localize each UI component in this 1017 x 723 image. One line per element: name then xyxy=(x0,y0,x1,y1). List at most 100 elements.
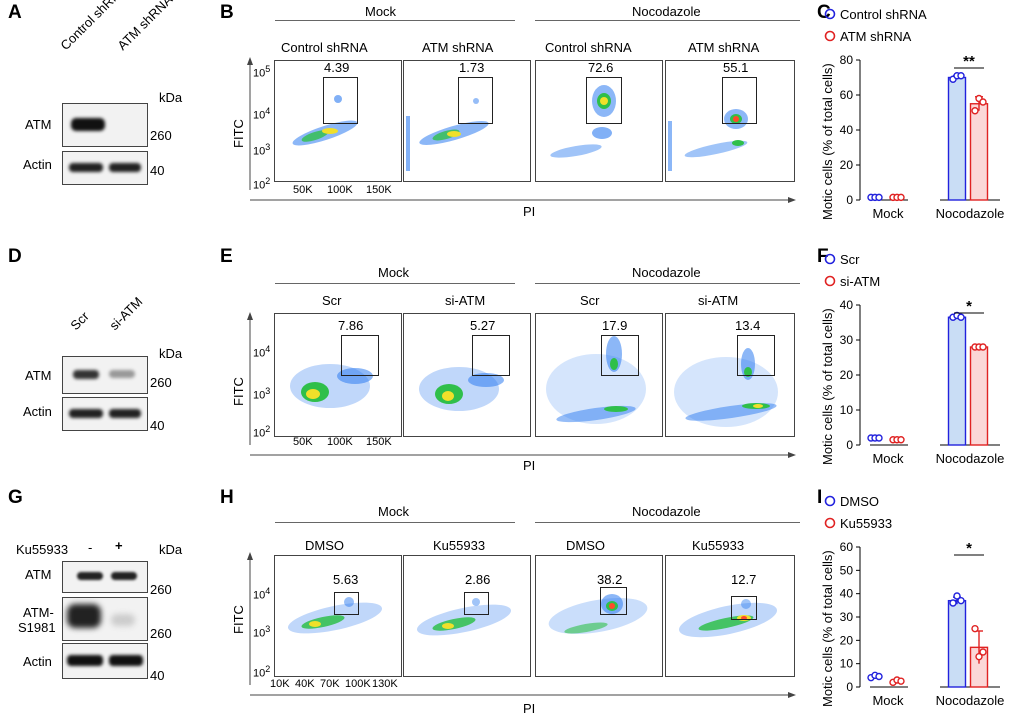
gate-box xyxy=(601,335,639,376)
bar xyxy=(947,76,967,201)
marker-label: 40 xyxy=(150,163,165,178)
x-tick: 100K xyxy=(327,436,353,448)
legend-label: Control shRNA xyxy=(840,7,927,22)
x-category-label: Mock xyxy=(872,693,904,708)
cell-population xyxy=(546,336,646,424)
x-tick: 50K xyxy=(293,436,313,448)
y-axis-label: Motic cells (% of total cells) xyxy=(820,63,835,220)
y-tick-label: 20 xyxy=(840,368,854,382)
protein-label: Actin xyxy=(23,404,52,419)
legend-label: Ku55933 xyxy=(840,516,892,531)
plot-title: si-ATM xyxy=(445,293,486,308)
y-tick: 104 xyxy=(253,586,271,602)
x-tick: 150K xyxy=(366,184,392,196)
marker-label: 260 xyxy=(150,375,172,390)
y-axis-label: Motic cells (% of total cells) xyxy=(820,550,835,707)
x-category-label: Mock xyxy=(872,451,904,466)
blot-band-phospho-atm xyxy=(62,597,148,641)
plot-title: Scr xyxy=(322,293,342,308)
gate-box xyxy=(464,592,489,615)
kda-label: kDa xyxy=(159,542,183,557)
cell-population xyxy=(292,95,358,146)
facs-plot xyxy=(274,60,402,182)
x-tick: 100K xyxy=(345,678,371,690)
data-point xyxy=(971,624,979,633)
cell-population xyxy=(416,598,512,636)
bar xyxy=(969,103,989,201)
marker-label: 260 xyxy=(150,626,172,641)
data-point xyxy=(875,672,883,681)
facs-plot xyxy=(403,313,531,437)
y-tick: 103 xyxy=(253,624,271,640)
data-point xyxy=(957,72,965,80)
facs-axes xyxy=(247,57,796,203)
y-tick-label: 0 xyxy=(846,193,853,207)
gate-box xyxy=(731,596,757,620)
y-tick: 103 xyxy=(253,386,271,402)
legend-label: ATM shRNA xyxy=(840,29,912,44)
blot-band-atm xyxy=(62,103,148,147)
significance-label: * xyxy=(966,540,972,557)
lane-label: si-ATM xyxy=(106,293,146,333)
group-label: Mock xyxy=(378,504,410,519)
facs-axes xyxy=(247,552,796,698)
marker-label: 260 xyxy=(150,128,172,143)
legend-label: Scr xyxy=(840,252,860,267)
data-point xyxy=(979,648,987,656)
plus-sign: + xyxy=(115,538,123,553)
bar xyxy=(969,346,989,446)
facs-plot xyxy=(403,60,531,182)
y-tick: 103 xyxy=(253,142,271,158)
legend-marker xyxy=(824,517,836,529)
x-tick: 100K xyxy=(327,184,353,196)
cell-population xyxy=(679,599,777,638)
plot-title: ATM shRNA xyxy=(422,40,494,55)
cell-population xyxy=(550,85,616,158)
data-point xyxy=(897,677,905,685)
gate-value: 2.86 xyxy=(465,572,491,587)
gate-value: 5.63 xyxy=(333,572,359,587)
group-label: Mock xyxy=(365,4,397,19)
data-point xyxy=(975,652,983,661)
treatment-label: Ku55933 xyxy=(16,542,69,557)
y-tick-label: 40 xyxy=(840,123,854,137)
gate-value: 55.1 xyxy=(723,60,749,75)
blot-band-atm xyxy=(62,356,148,394)
group-label: Nocodazole xyxy=(632,265,701,280)
panel-letter-f: F xyxy=(817,246,829,267)
protein-label-2: S1981 xyxy=(18,620,56,635)
kda-label: kDa xyxy=(159,346,183,361)
data-point xyxy=(953,592,961,600)
gate-value: 13.4 xyxy=(735,318,761,333)
gate-box xyxy=(722,77,757,124)
legend-marker xyxy=(824,30,836,42)
y-tick-label: 60 xyxy=(840,88,854,102)
protein-label: Actin xyxy=(23,654,52,669)
gate-value: 4.39 xyxy=(324,60,350,75)
group-label: Nocodazole xyxy=(632,4,701,19)
gate-value: 1.73 xyxy=(459,60,485,75)
bar xyxy=(947,599,967,688)
x-tick: 10K xyxy=(270,678,290,690)
gate-value: 12.7 xyxy=(731,572,757,587)
gate-box xyxy=(341,335,379,376)
x-axis-label: PI xyxy=(523,458,536,473)
protein-label: ATM xyxy=(25,567,52,582)
facs-plot xyxy=(535,555,663,677)
x-category-label: Nocodazole xyxy=(936,206,1005,221)
facs-plot xyxy=(665,555,795,677)
facs-plot xyxy=(535,313,663,437)
gate-box xyxy=(472,335,510,376)
lane-label: Scr xyxy=(67,308,92,333)
data-point xyxy=(875,434,883,442)
gate-value: 7.86 xyxy=(338,318,364,333)
y-tick: 102 xyxy=(253,664,271,680)
panel-letter-a: A xyxy=(8,2,22,23)
x-axis-label: PI xyxy=(523,701,536,716)
x-tick: 130K xyxy=(372,678,398,690)
panel-letter-e: E xyxy=(220,246,233,267)
y-tick: 104 xyxy=(253,344,271,360)
lane-label: ATM shRNA xyxy=(114,0,176,53)
legend-marker xyxy=(824,495,836,507)
legend-label: si-ATM xyxy=(840,274,880,289)
